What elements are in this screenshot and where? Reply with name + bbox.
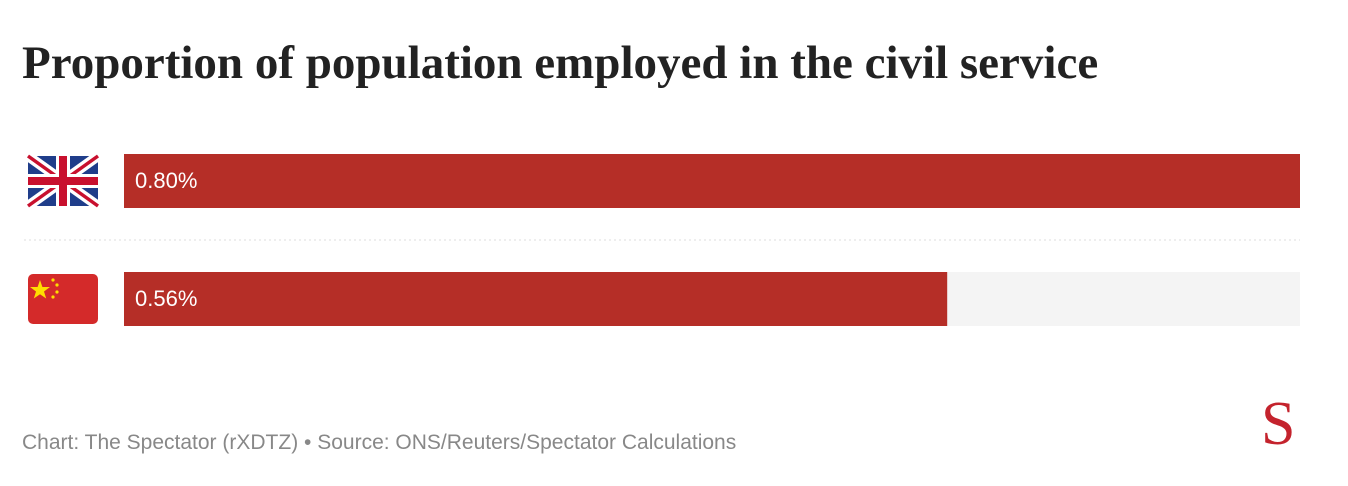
china-flag [28, 274, 98, 324]
logo: S [1261, 390, 1295, 458]
uk-flag [25, 151, 101, 211]
footer: Chart: The Spectator (rXDTZ) • Source: O… [22, 431, 736, 454]
bar [124, 272, 948, 326]
bar [124, 154, 1300, 208]
chart-title: Proportion of population employed in the… [22, 37, 1098, 89]
value-label: 0.80% [135, 168, 197, 193]
value-label: 0.56% [135, 286, 197, 311]
